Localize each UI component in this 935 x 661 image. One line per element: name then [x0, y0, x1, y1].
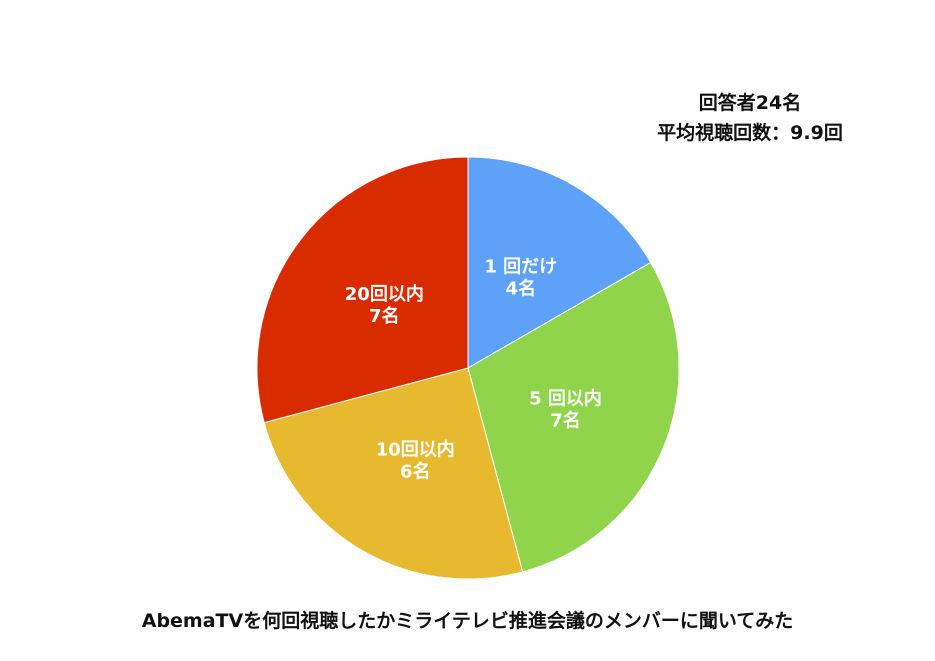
pie-slice: [467, 156, 652, 369]
pie-slice: [263, 367, 524, 580]
slice-value-label: 7名: [369, 305, 400, 327]
average-views: 平均視聴回数：9.9回: [657, 122, 843, 144]
respondent-count: 回答者24名: [698, 92, 802, 114]
pie-slice: [256, 156, 469, 424]
slice-label: 20回以内: [345, 283, 424, 305]
slice-value-label: 7名: [550, 409, 581, 431]
slice-label: 1 回だけ: [484, 257, 557, 278]
slice-value-label: 6名: [400, 460, 431, 482]
chart-caption: AbemaTVを何回視聴したかミライテレビ推進会議のメンバーに聞いてみた: [141, 610, 794, 632]
slice-label: 10回以内: [376, 438, 455, 460]
slice-value-label: 4名: [505, 278, 536, 300]
slice-label: 5 回以内: [529, 387, 602, 409]
summary-box: 回答者24名 平均視聴回数：9.9回: [620, 88, 880, 148]
pie-slice: [467, 261, 680, 573]
